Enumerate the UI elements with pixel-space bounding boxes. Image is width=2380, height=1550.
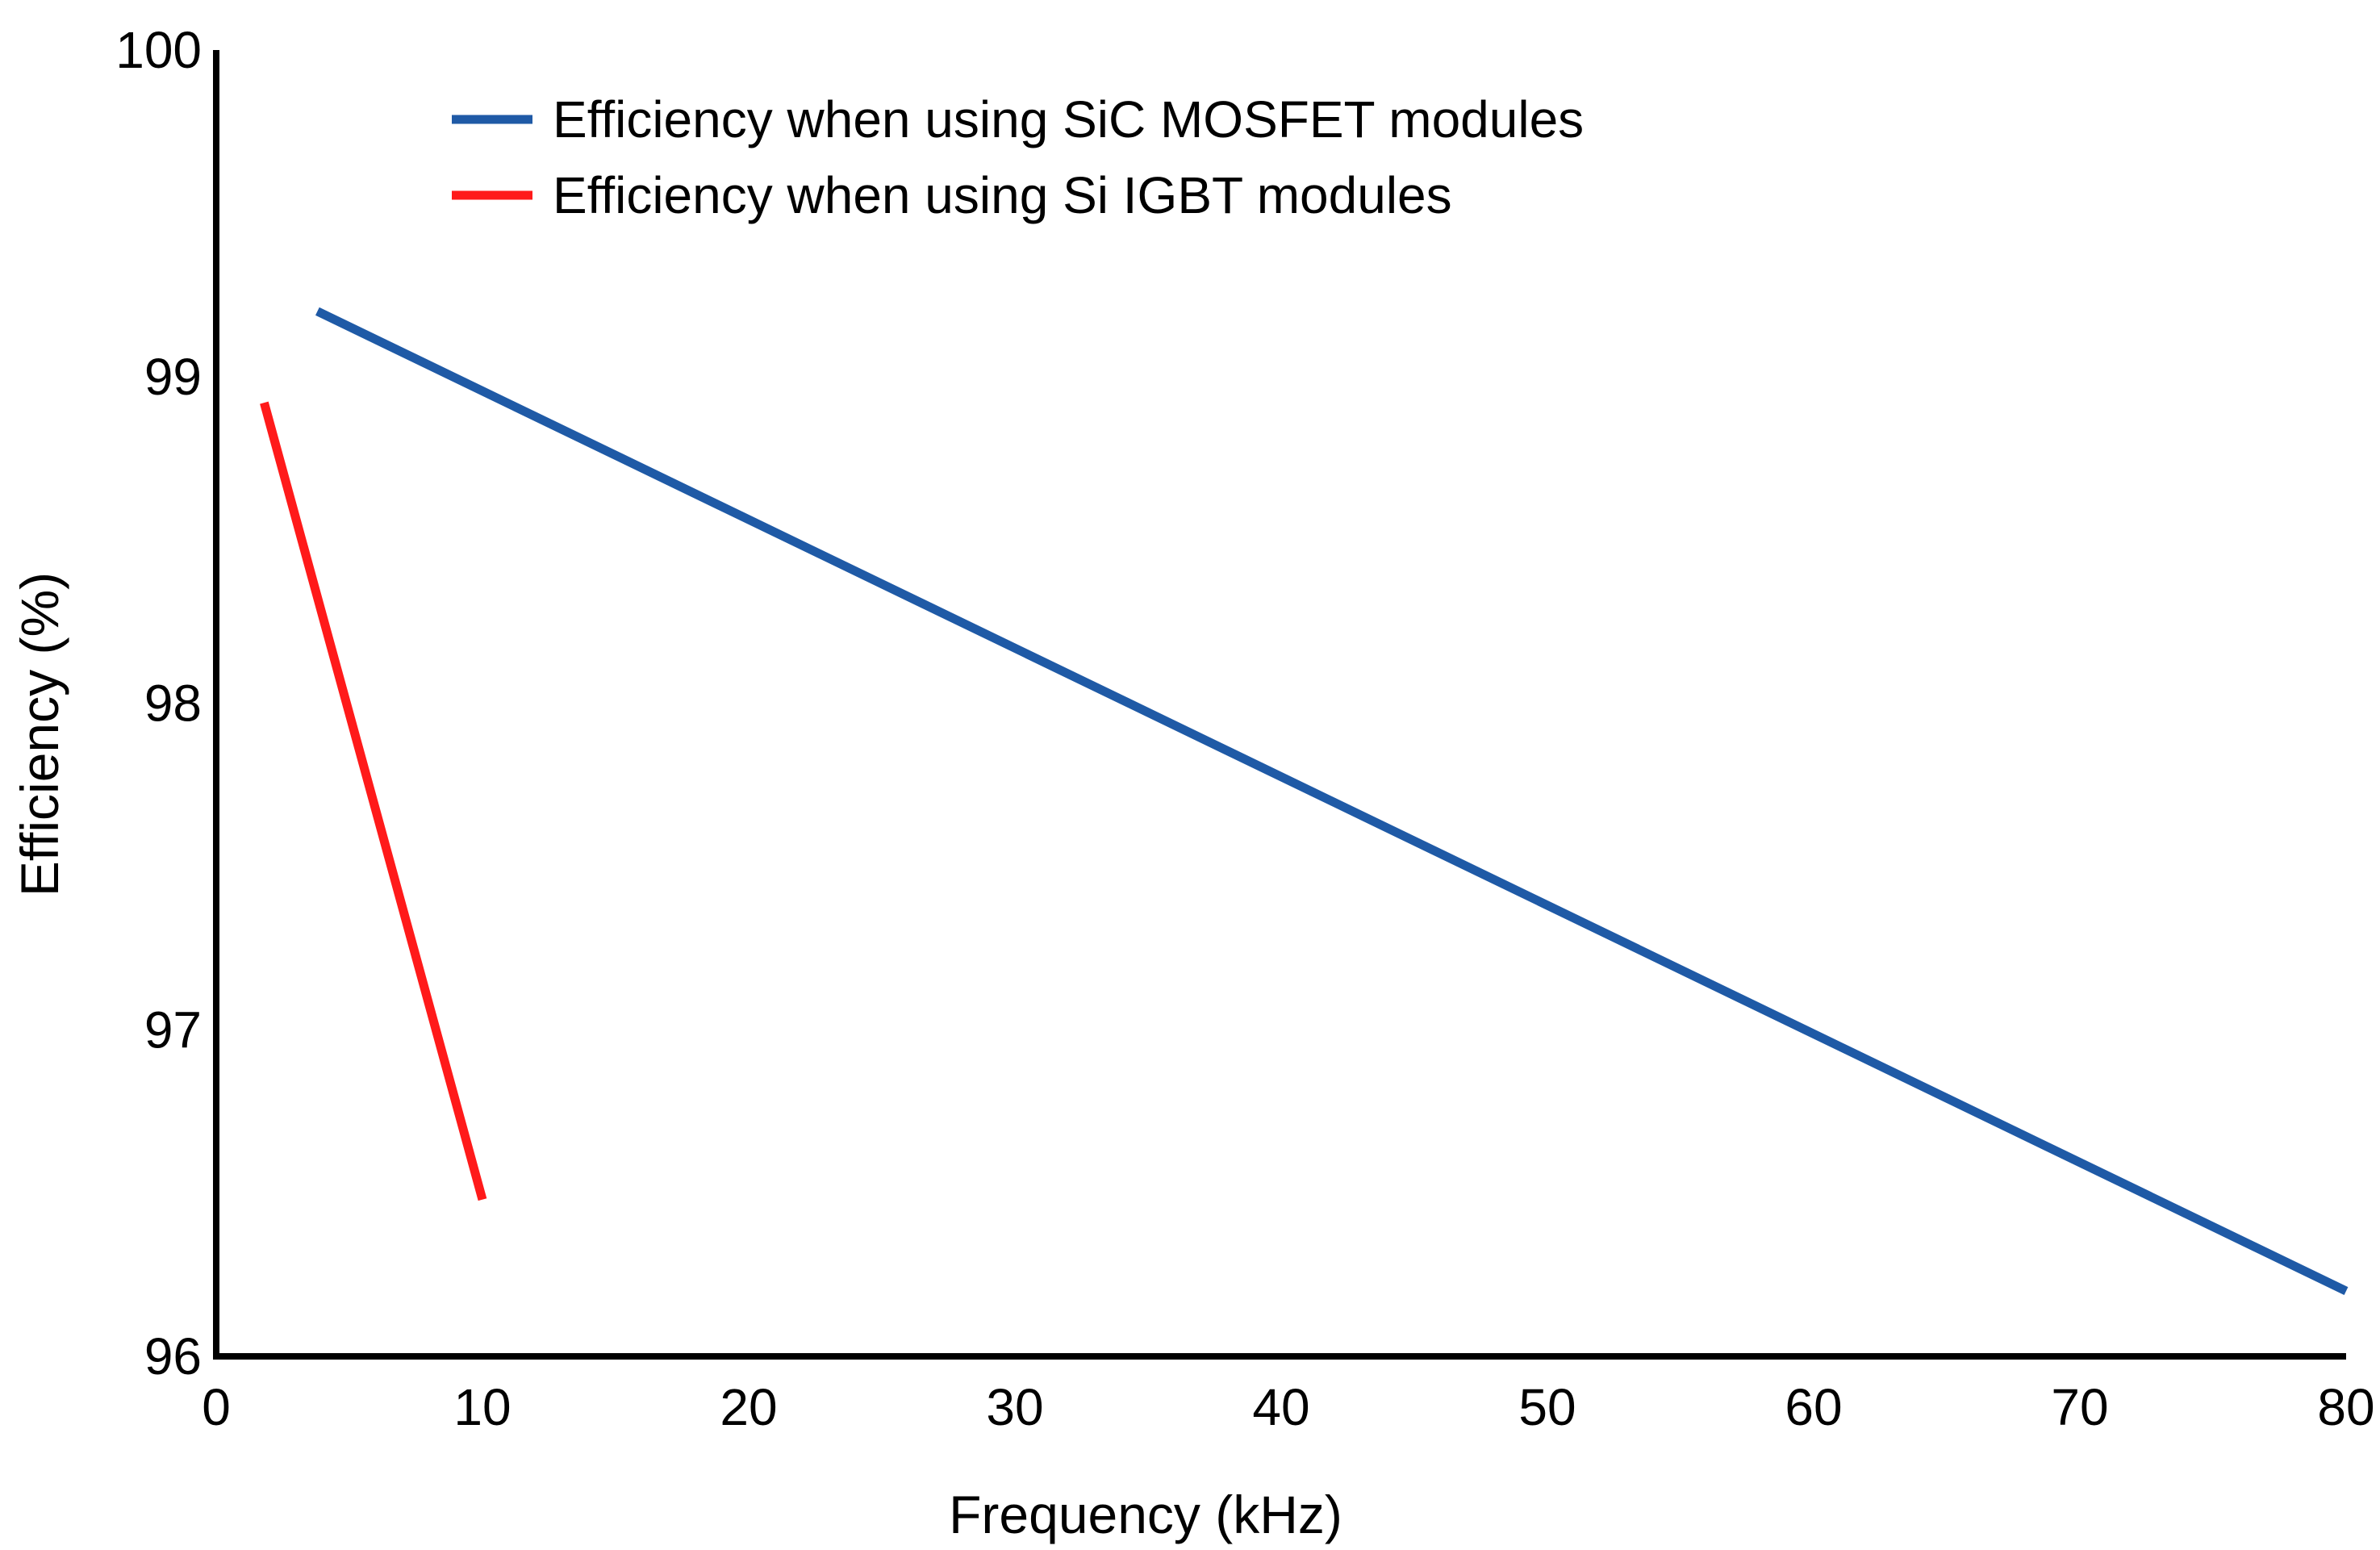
x-tick-label: 0 <box>202 1378 231 1436</box>
x-tick-label: 70 <box>2051 1378 2108 1436</box>
x-tick-label: 80 <box>2317 1378 2374 1436</box>
axes <box>213 50 2346 1360</box>
y-tick-label: 96 <box>144 1327 202 1385</box>
x-tick-label: 50 <box>1518 1378 1576 1436</box>
x-axis-title: Frequency (kHz) <box>949 1485 1342 1544</box>
x-tick-labels: 0 10 20 30 40 50 60 70 80 <box>202 1378 2374 1436</box>
x-tick-label: 60 <box>1785 1378 1842 1436</box>
y-tick-label: 100 <box>115 21 202 79</box>
x-tick-label: 20 <box>720 1378 777 1436</box>
series-line-2 <box>260 401 487 1201</box>
legend: Efficiency when using SiC MOSFET modules… <box>452 90 1584 224</box>
x-tick-label: 30 <box>986 1378 1043 1436</box>
y-tick-label: 98 <box>144 675 202 733</box>
y-tick-label: 99 <box>144 348 202 406</box>
series-lines <box>260 307 2349 1296</box>
y-axis-title: Efficiency (%) <box>10 572 69 896</box>
legend-label-2: Efficiency when using Si IGBT modules <box>553 166 1452 224</box>
y-tick-label: 97 <box>144 1001 202 1059</box>
y-tick-labels: 96 97 98 99 100 <box>115 21 202 1385</box>
x-tick-label: 40 <box>1252 1378 1309 1436</box>
series-line-1 <box>315 307 2349 1296</box>
legend-label-1: Efficiency when using SiC MOSFET modules <box>553 90 1584 148</box>
x-tick-label: 10 <box>453 1378 511 1436</box>
